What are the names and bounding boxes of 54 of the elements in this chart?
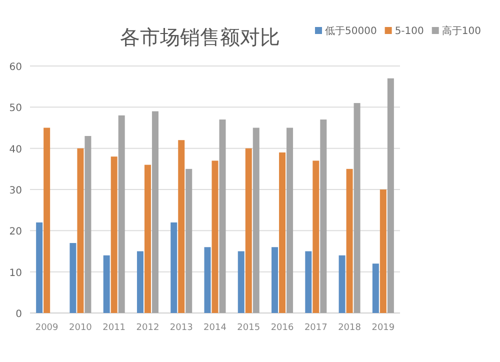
bar [44,128,50,313]
bar [286,128,294,313]
bar [354,103,360,313]
x-tick-label: 2014 [204,323,227,333]
bar [118,115,125,313]
bar [312,160,320,313]
bar [36,222,43,313]
bar [170,222,178,313]
x-tick-label: 2013 [170,323,193,333]
bar [84,136,92,313]
bar [136,251,144,313]
x-tick-label: 2016 [270,323,294,333]
chart-title: 各市场销售额对比 [120,25,280,49]
bar [279,152,286,313]
bar [110,156,118,313]
bar [219,120,226,313]
bar [346,168,353,313]
bar [245,148,252,313]
bar [238,251,244,313]
x-tick-label: 2017 [304,323,328,333]
bar [186,168,192,313]
bar [103,255,110,313]
bar [305,251,312,313]
y-tick-label: 20 [9,226,22,238]
y-tick-label: 10 [9,268,22,279]
bar [372,264,379,313]
bar [338,255,346,313]
y-tick-label: 40 [9,144,22,156]
bar [204,247,211,313]
bar [252,128,260,313]
bar [320,120,327,313]
x-tick-label: 2012 [136,323,160,333]
bar [77,148,84,313]
bar [272,247,278,313]
x-tick-label: 2019 [372,323,395,333]
y-tick-label: 0 [16,309,22,320]
legend-label: 低于50000 [325,26,377,37]
y-tick-label: 50 [9,103,22,114]
x-tick-label: 2015 [237,323,260,333]
x-tick-label: 2010 [69,323,92,333]
y-tick-label: 60 [9,62,22,73]
bar [380,190,386,313]
x-tick-label: 2018 [338,323,362,333]
bar [178,140,185,313]
bar [70,243,76,313]
bar [387,78,394,313]
legend-label: 5-100 [394,26,424,37]
y-tick-label: 30 [9,186,22,196]
bar [152,111,158,313]
legend-label: 高于100 [442,25,481,37]
x-tick-label: 2011 [102,323,126,333]
bar [144,164,151,313]
bar [212,160,218,313]
x-tick-label: 2009 [35,323,59,333]
